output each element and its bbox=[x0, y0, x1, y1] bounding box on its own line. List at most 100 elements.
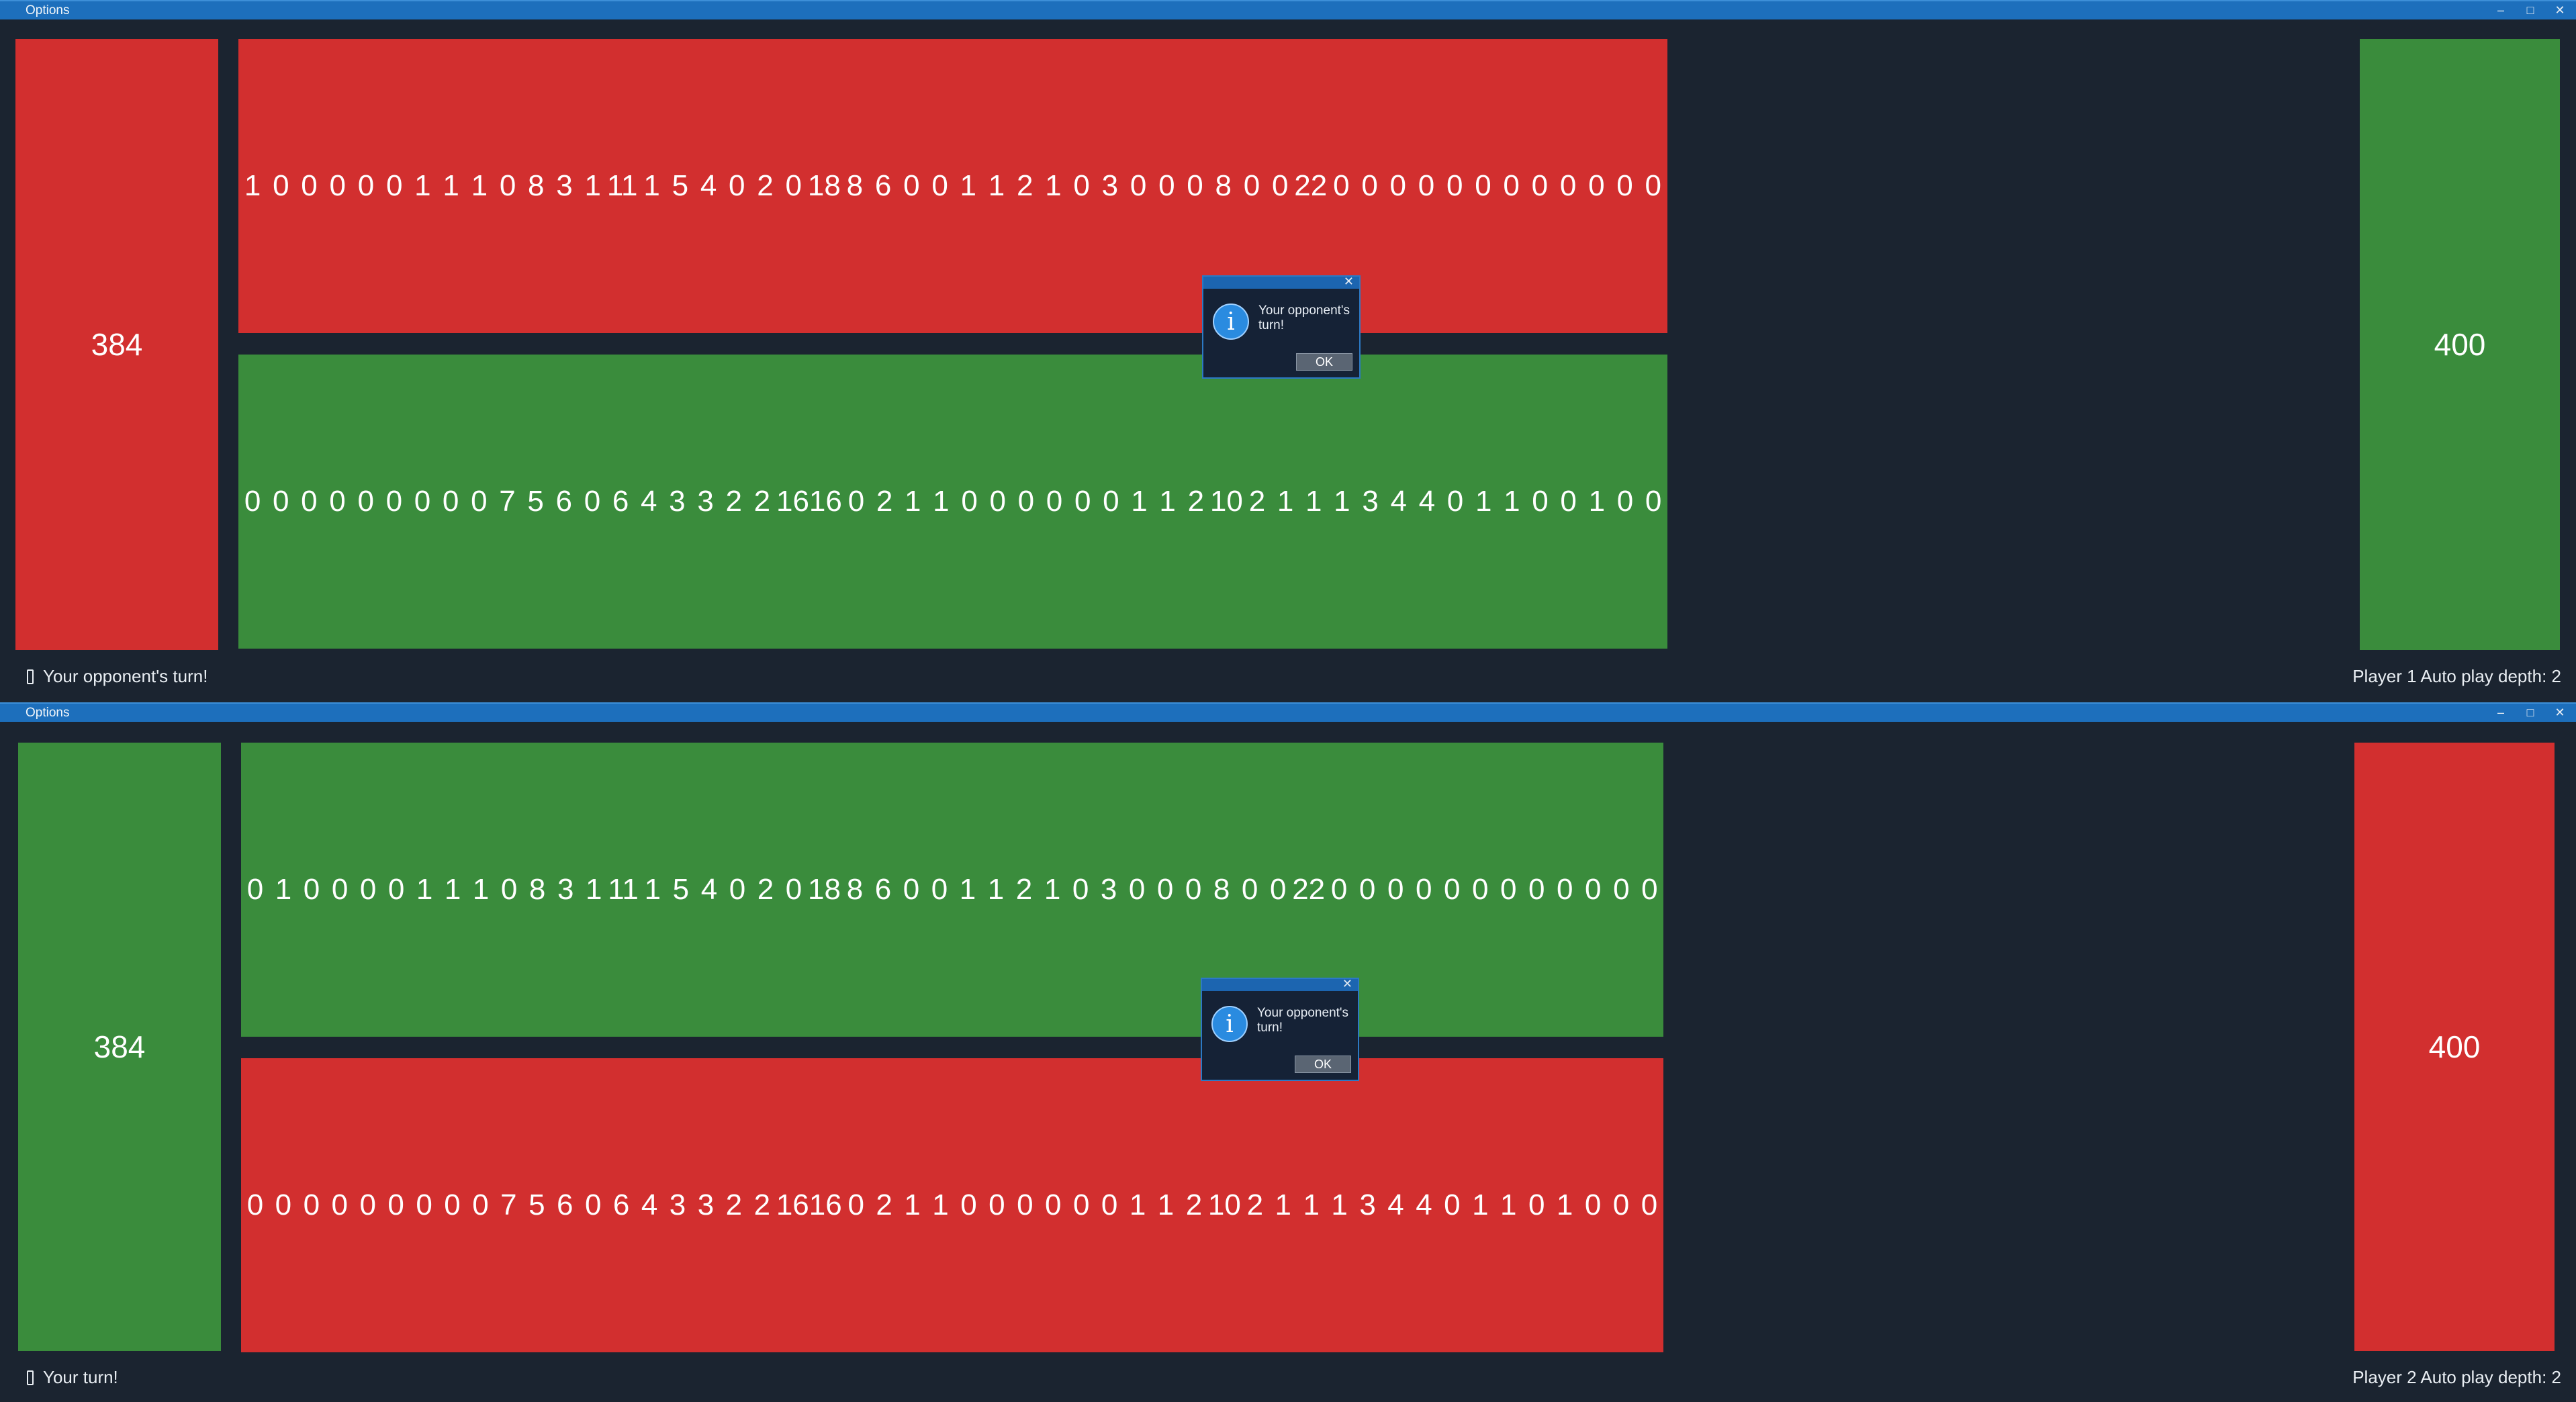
maximize-icon[interactable]: □ bbox=[2526, 705, 2534, 719]
bottom-pit[interactable]: 0 bbox=[351, 355, 380, 649]
top-pit[interactable]: 0 bbox=[1497, 39, 1526, 333]
bottom-pit[interactable]: 0 bbox=[438, 1058, 467, 1352]
bottom-pit[interactable]: 0 bbox=[955, 355, 984, 649]
top-pit[interactable]: 0 bbox=[1383, 39, 1412, 333]
top-pit[interactable]: 5 bbox=[665, 39, 694, 333]
bottom-pit[interactable]: 7 bbox=[493, 355, 522, 649]
top-pit[interactable]: 4 bbox=[694, 743, 723, 1037]
bottom-pit[interactable]: 2 bbox=[1181, 355, 1210, 649]
top-pit[interactable]: 18 bbox=[807, 39, 841, 333]
top-pit[interactable]: 0 bbox=[897, 39, 926, 333]
top-pit[interactable]: 6 bbox=[869, 39, 898, 333]
top-pit[interactable]: 8 bbox=[522, 39, 551, 333]
bottom-pit[interactable]: 6 bbox=[606, 355, 635, 649]
top-pit[interactable]: 1 bbox=[238, 39, 267, 333]
bottom-pit[interactable]: 1 bbox=[1297, 1058, 1326, 1352]
top-pit[interactable]: 0 bbox=[1551, 743, 1579, 1037]
bottom-pit[interactable]: 10 bbox=[1207, 1058, 1241, 1352]
bottom-pit[interactable]: 4 bbox=[1412, 355, 1441, 649]
top-pit[interactable]: 0 bbox=[1181, 39, 1209, 333]
bottom-pit[interactable]: 0 bbox=[1095, 1058, 1124, 1352]
bottom-pit[interactable]: 0 bbox=[954, 1058, 983, 1352]
top-pit[interactable]: 1 bbox=[410, 743, 439, 1037]
bottom-pit[interactable]: 0 bbox=[1579, 1058, 1608, 1352]
bottom-pit[interactable]: 0 bbox=[982, 1058, 1011, 1352]
bottom-pit[interactable]: 0 bbox=[297, 1058, 326, 1352]
bottom-pit[interactable]: 0 bbox=[1097, 355, 1125, 649]
top-pit[interactable]: 1 bbox=[954, 743, 982, 1037]
minimize-icon[interactable]: – bbox=[2497, 3, 2504, 17]
bottom-pit[interactable]: 0 bbox=[1040, 355, 1069, 649]
bottom-pit[interactable]: 3 bbox=[1353, 1058, 1382, 1352]
bottom-pit[interactable]: 5 bbox=[521, 355, 550, 649]
top-pit[interactable]: 3 bbox=[1095, 743, 1123, 1037]
bottom-pit[interactable]: 1 bbox=[926, 1058, 955, 1352]
top-pit[interactable]: 1 bbox=[637, 39, 666, 333]
top-pit[interactable]: 4 bbox=[694, 39, 723, 333]
bottom-pit[interactable]: 0 bbox=[983, 355, 1012, 649]
top-pit[interactable]: 0 bbox=[493, 39, 522, 333]
bottom-pit[interactable]: 4 bbox=[1381, 1058, 1410, 1352]
bottom-pit[interactable]: 4 bbox=[1410, 1058, 1438, 1352]
top-pit[interactable]: 0 bbox=[1639, 39, 1667, 333]
ok-button[interactable]: OK bbox=[1295, 1056, 1351, 1073]
top-pit[interactable]: 0 bbox=[1123, 743, 1152, 1037]
top-pit[interactable]: 1 bbox=[436, 39, 465, 333]
top-pit[interactable]: 0 bbox=[495, 743, 524, 1037]
top-pit[interactable]: 0 bbox=[1525, 39, 1554, 333]
bottom-pit[interactable]: 0 bbox=[241, 1058, 269, 1352]
bottom-pit[interactable]: 7 bbox=[494, 1058, 523, 1352]
bottom-pit[interactable]: 0 bbox=[1526, 355, 1555, 649]
bottom-pit[interactable]: 0 bbox=[238, 355, 267, 649]
top-pit[interactable]: 0 bbox=[723, 743, 751, 1037]
bottom-pit[interactable]: 2 bbox=[747, 355, 776, 649]
top-pit[interactable]: 2 bbox=[1010, 743, 1039, 1037]
top-pit[interactable]: 3 bbox=[550, 39, 579, 333]
top-pit[interactable]: 6 bbox=[868, 743, 897, 1037]
bottom-pit[interactable]: 0 bbox=[269, 1058, 297, 1352]
top-pit[interactable]: 0 bbox=[1610, 39, 1639, 333]
bottom-pit[interactable]: 0 bbox=[1011, 355, 1040, 649]
bottom-pit[interactable]: 2 bbox=[719, 355, 748, 649]
bottom-pit[interactable]: 2 bbox=[747, 1058, 776, 1352]
bottom-pit[interactable]: 1 bbox=[1269, 1058, 1297, 1352]
bottom-pit[interactable]: 16 bbox=[776, 355, 809, 649]
bottom-pit[interactable]: 1 bbox=[1466, 1058, 1495, 1352]
bottom-pit[interactable]: 0 bbox=[841, 1058, 870, 1352]
bottom-pit[interactable]: 2 bbox=[1179, 1058, 1208, 1352]
bottom-pit[interactable]: 0 bbox=[267, 355, 295, 649]
top-pit[interactable]: 0 bbox=[1410, 743, 1438, 1037]
bottom-pit[interactable]: 0 bbox=[295, 355, 324, 649]
top-pit[interactable]: 3 bbox=[551, 743, 580, 1037]
top-pit[interactable]: 8 bbox=[840, 39, 870, 333]
bottom-pit[interactable]: 1 bbox=[1582, 355, 1611, 649]
top-pit[interactable]: 1 bbox=[467, 743, 496, 1037]
top-pit[interactable]: 2 bbox=[751, 743, 780, 1037]
top-pit[interactable]: 0 bbox=[1466, 743, 1495, 1037]
top-pit[interactable]: 0 bbox=[1440, 39, 1469, 333]
top-pit[interactable]: 0 bbox=[1635, 743, 1664, 1037]
top-pit[interactable]: 0 bbox=[297, 743, 326, 1037]
bottom-pit[interactable]: 0 bbox=[1522, 1058, 1551, 1352]
top-pit[interactable]: 0 bbox=[1438, 743, 1467, 1037]
top-pit[interactable]: 0 bbox=[1607, 743, 1636, 1037]
top-pit[interactable]: 0 bbox=[1494, 743, 1523, 1037]
top-pit[interactable]: 0 bbox=[1579, 743, 1608, 1037]
top-pit[interactable]: 1 bbox=[1039, 39, 1068, 333]
top-pit[interactable]: 0 bbox=[1152, 39, 1181, 333]
bottom-pit[interactable]: 0 bbox=[1635, 1058, 1663, 1352]
bottom-pit[interactable]: 4 bbox=[1384, 355, 1413, 649]
bottom-pit[interactable]: 1 bbox=[1494, 1058, 1523, 1352]
top-pit[interactable]: 1 bbox=[269, 743, 298, 1037]
bottom-pit[interactable]: 0 bbox=[410, 1058, 439, 1352]
top-pit[interactable]: 0 bbox=[1151, 743, 1180, 1037]
bottom-pit[interactable]: 3 bbox=[663, 355, 692, 649]
top-pit[interactable]: 0 bbox=[925, 743, 954, 1037]
minimize-icon[interactable]: – bbox=[2497, 705, 2504, 719]
bottom-pit[interactable]: 1 bbox=[899, 355, 927, 649]
close-icon[interactable]: ✕ bbox=[2555, 705, 2565, 719]
bottom-pit[interactable]: 0 bbox=[466, 1058, 495, 1352]
close-icon[interactable]: ✕ bbox=[1342, 977, 1352, 990]
top-pit[interactable]: 0 bbox=[1412, 39, 1441, 333]
top-pit[interactable]: 0 bbox=[380, 39, 409, 333]
